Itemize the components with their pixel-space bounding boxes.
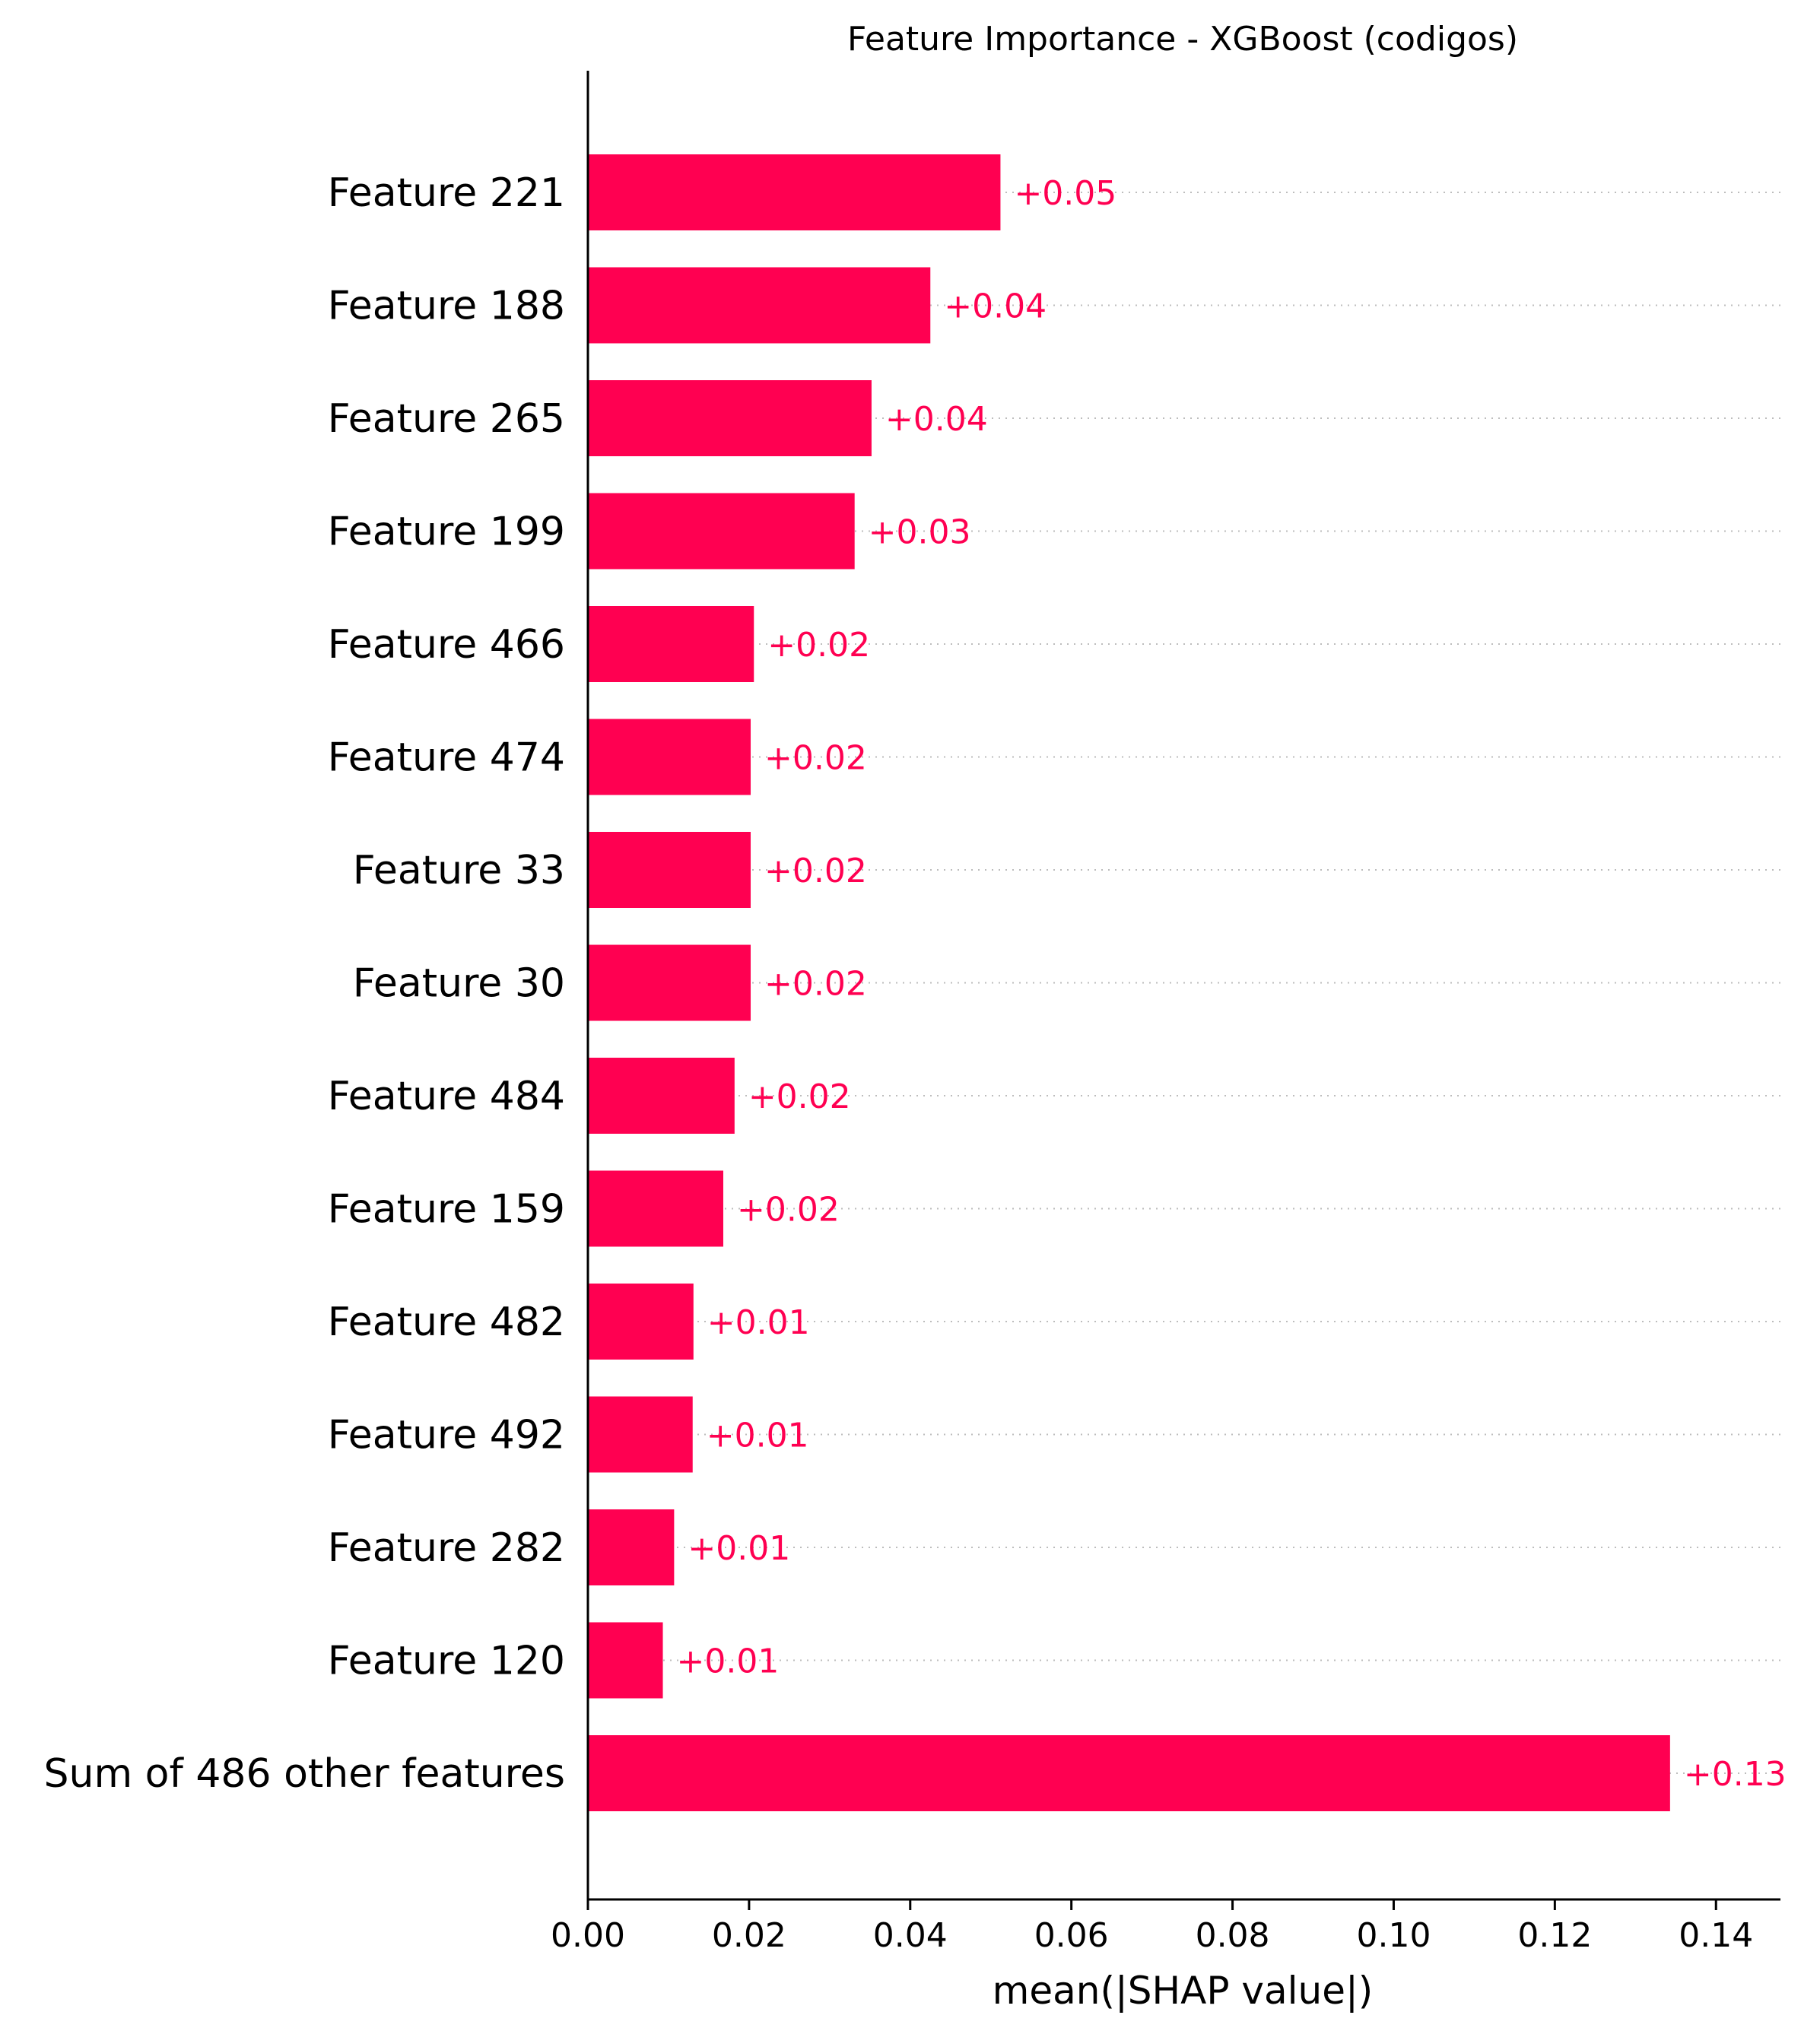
category-label: Feature 474 — [328, 735, 565, 781]
bar — [588, 154, 1001, 230]
category-label: Feature 159 — [328, 1187, 565, 1233]
data-label: +0.13 — [1684, 1755, 1787, 1794]
data-label: +0.02 — [764, 965, 867, 1004]
bar — [588, 1058, 735, 1134]
category-label: Feature 466 — [328, 622, 565, 668]
data-label: +0.04 — [944, 287, 1047, 326]
row-guide-lines — [588, 192, 1780, 1774]
category-label: Feature 30 — [353, 961, 565, 1007]
x-tick-label: 0.10 — [1356, 1916, 1431, 1955]
data-label: +0.02 — [737, 1191, 840, 1230]
bars — [588, 154, 1670, 1811]
category-label: Feature 199 — [328, 509, 565, 555]
x-tick-label: 0.12 — [1517, 1916, 1592, 1955]
bar — [588, 1284, 694, 1360]
category-label: Feature 221 — [328, 170, 565, 216]
category-label: Feature 188 — [328, 284, 565, 329]
data-label: +0.01 — [688, 1529, 790, 1568]
x-tick-label: 0.02 — [712, 1916, 786, 1955]
bar — [588, 606, 754, 682]
x-tick-label: 0.00 — [551, 1916, 625, 1955]
x-tick-label: 0.06 — [1034, 1916, 1109, 1955]
feature-labels: Feature 221 Feature 188 Feature 265 Feature… — [44, 170, 565, 1797]
category-label: Feature 120 — [328, 1639, 565, 1684]
bar — [588, 380, 872, 456]
category-label: Feature 484 — [328, 1074, 565, 1119]
category-label: Feature 33 — [353, 848, 565, 893]
x-axis-label: mean(|SHAP value|) — [993, 1969, 1374, 2013]
value-labels: +0.05 +0.04 +0.04 +0.03 +0.02 +0.02 +0.02 +0.02… — [677, 174, 1787, 1794]
x-tick-label: 0.14 — [1679, 1916, 1753, 1955]
data-label: +0.02 — [748, 1077, 851, 1116]
data-label: +0.03 — [869, 513, 971, 552]
bar — [588, 1622, 663, 1699]
data-label: +0.05 — [1014, 174, 1116, 213]
bar — [588, 1170, 723, 1247]
chart-title: Feature Importance - XGBoost (codigos) — [847, 20, 1518, 59]
x-tick-label: 0.08 — [1196, 1916, 1270, 1955]
bar — [588, 267, 931, 344]
bar — [588, 1396, 693, 1473]
data-label: +0.02 — [764, 739, 867, 778]
category-label: Feature 265 — [328, 396, 565, 442]
bar — [588, 493, 855, 570]
axes: 0.00 0.02 0.04 0.06 0.08 0.10 0.12 0.14 — [551, 71, 1780, 1955]
data-label: +0.01 — [707, 1417, 809, 1455]
bar — [588, 719, 751, 795]
category-label: Feature 492 — [328, 1413, 565, 1458]
bar — [588, 1735, 1670, 1811]
bar — [588, 832, 751, 908]
data-label: +0.01 — [677, 1642, 780, 1681]
data-label: +0.04 — [885, 400, 988, 439]
bar — [588, 944, 751, 1021]
category-label: Sum of 486 other features — [44, 1751, 565, 1797]
category-label: Feature 282 — [328, 1525, 565, 1571]
data-label: +0.02 — [767, 626, 870, 665]
category-label: Feature 482 — [328, 1300, 565, 1345]
bar — [588, 1509, 675, 1585]
data-label: +0.01 — [707, 1303, 810, 1342]
data-label: +0.02 — [764, 852, 867, 890]
x-tick-label: 0.04 — [873, 1916, 948, 1955]
